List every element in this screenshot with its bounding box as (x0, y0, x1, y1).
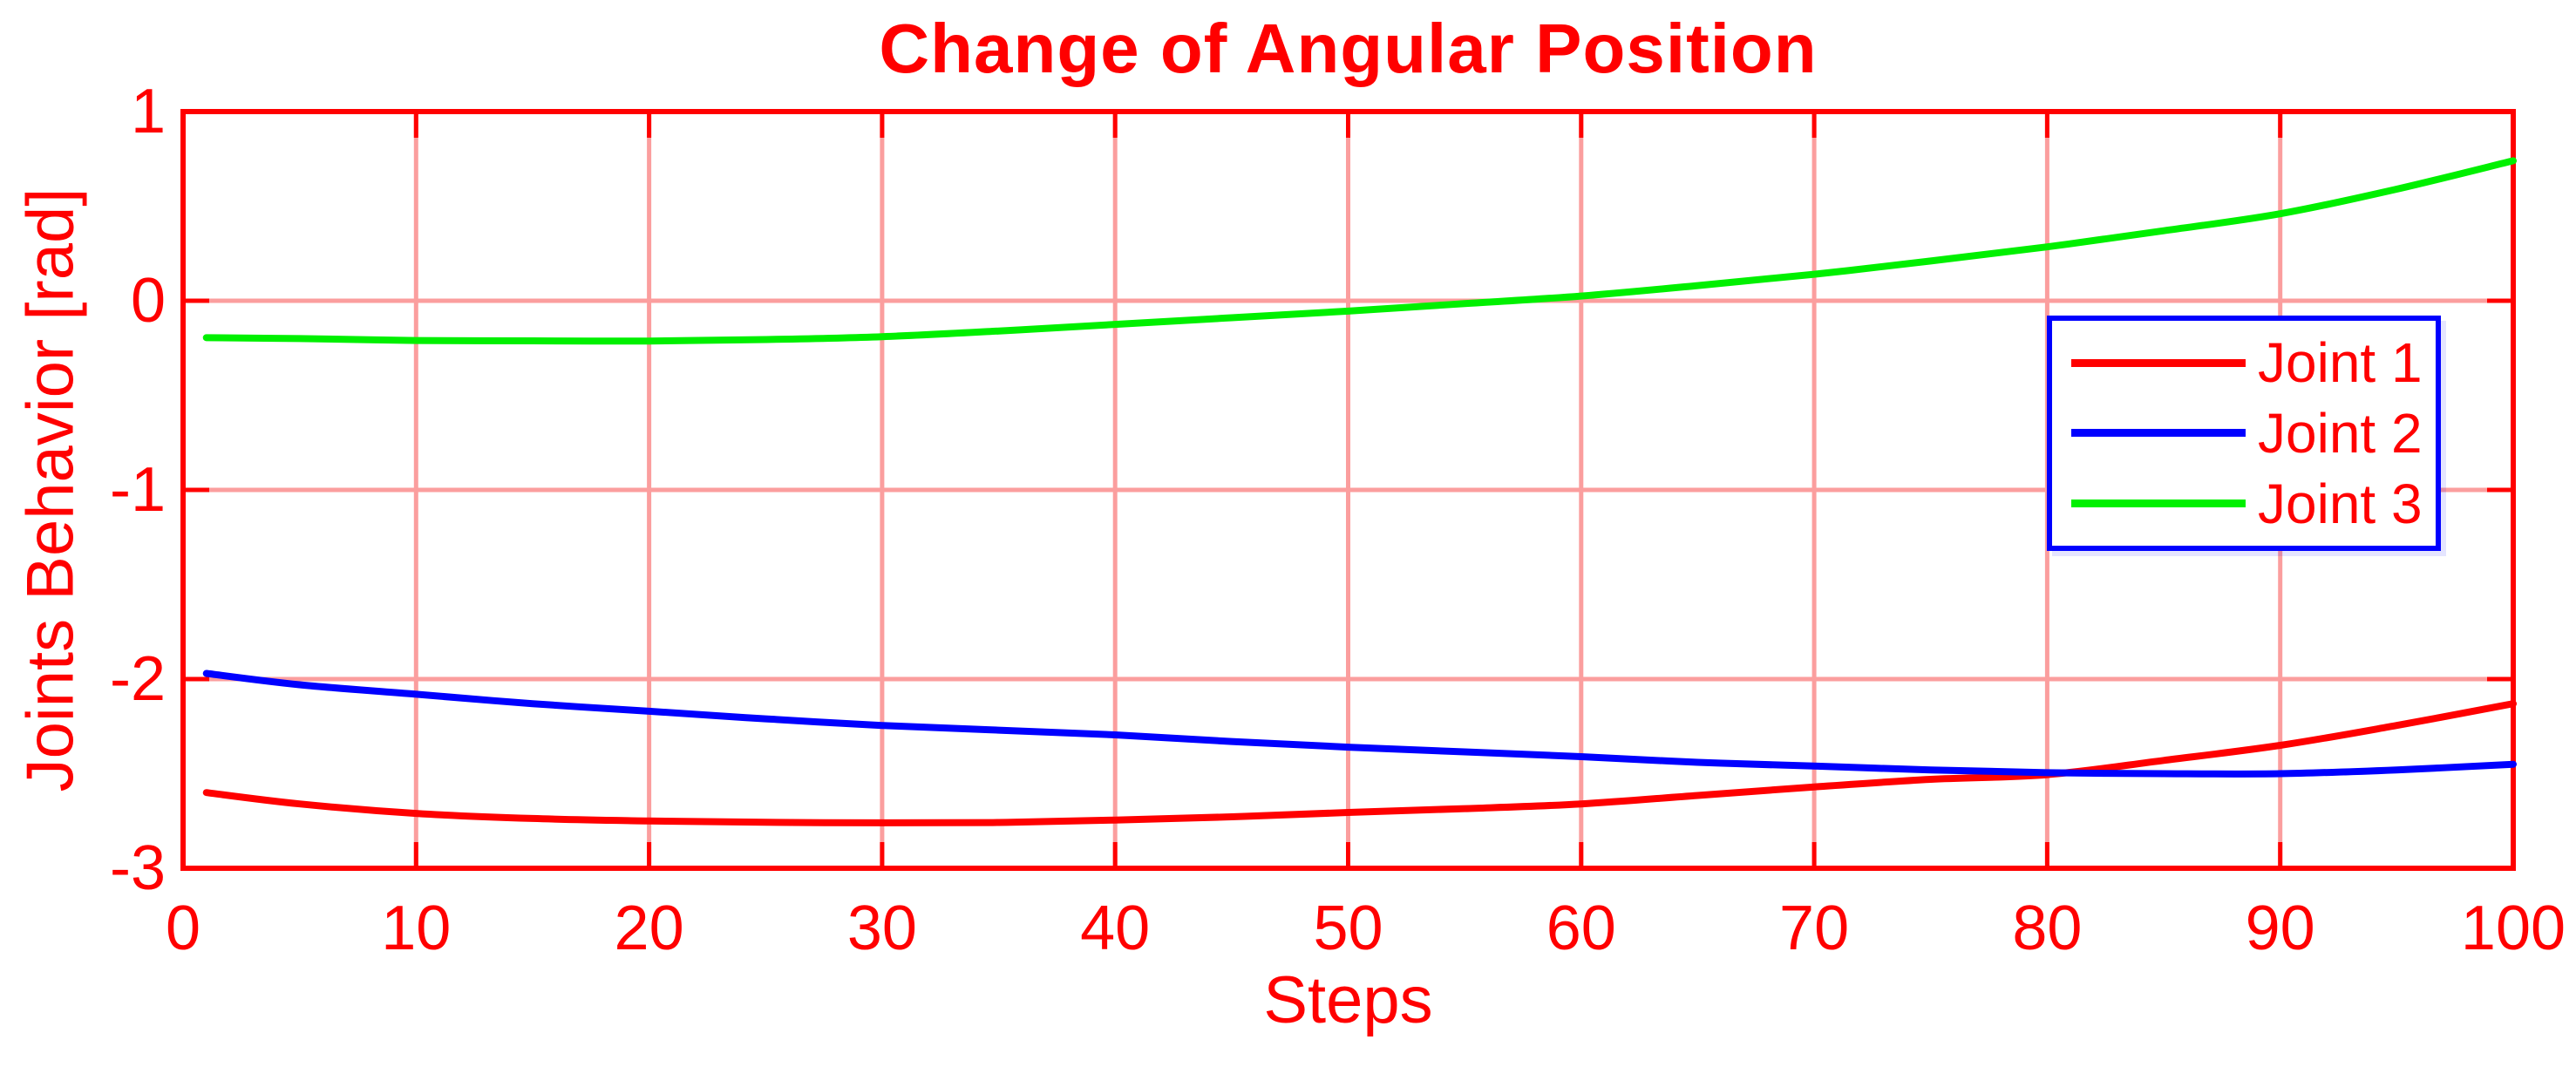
legend-swatch (2071, 358, 2246, 367)
x-axis-label: Steps (1263, 963, 1433, 1037)
x-tick-label: 30 (846, 894, 917, 963)
y-tick-label: -1 (109, 455, 166, 525)
curve-joint-1 (202, 700, 2517, 826)
legend-swatch (2071, 500, 2246, 508)
curve-joint-2 (202, 669, 2517, 778)
chart-title: Change of Angular Position (879, 10, 1818, 87)
x-tick-label: 40 (1080, 894, 1151, 963)
legend-entry-joint-1: Joint 1 (2071, 330, 2436, 395)
axes-box (180, 109, 2516, 871)
x-tick-label: 20 (614, 894, 684, 963)
x-tick-label: 60 (1546, 894, 1616, 963)
legend-box: Joint 1 Joint 2 Joint 3 (2047, 316, 2441, 551)
x-tick-label: 50 (1313, 894, 1383, 963)
y-tick-label: -2 (109, 644, 166, 714)
curve-joint-3 (202, 157, 2517, 345)
x-tick-label: 80 (2012, 894, 2083, 963)
x-tick-label: 0 (165, 894, 201, 963)
y-tick-label: -3 (109, 833, 166, 903)
y-tick-label: 0 (130, 266, 166, 336)
legend-label: Joint 1 (2258, 331, 2423, 395)
legend-label: Joint 3 (2258, 472, 2423, 535)
legend-entry-joint-2: Joint 2 (2071, 401, 2436, 466)
legend-entry-joint-3: Joint 3 (2071, 472, 2436, 536)
x-tick-label: 10 (381, 894, 452, 963)
y-tick-label: 1 (130, 77, 166, 146)
x-tick-label: 90 (2245, 894, 2315, 963)
legend-swatch (2071, 429, 2246, 438)
x-tick-label: 70 (1779, 894, 1850, 963)
x-tick-label: 100 (2460, 894, 2566, 963)
legend-label: Joint 2 (2258, 401, 2423, 465)
